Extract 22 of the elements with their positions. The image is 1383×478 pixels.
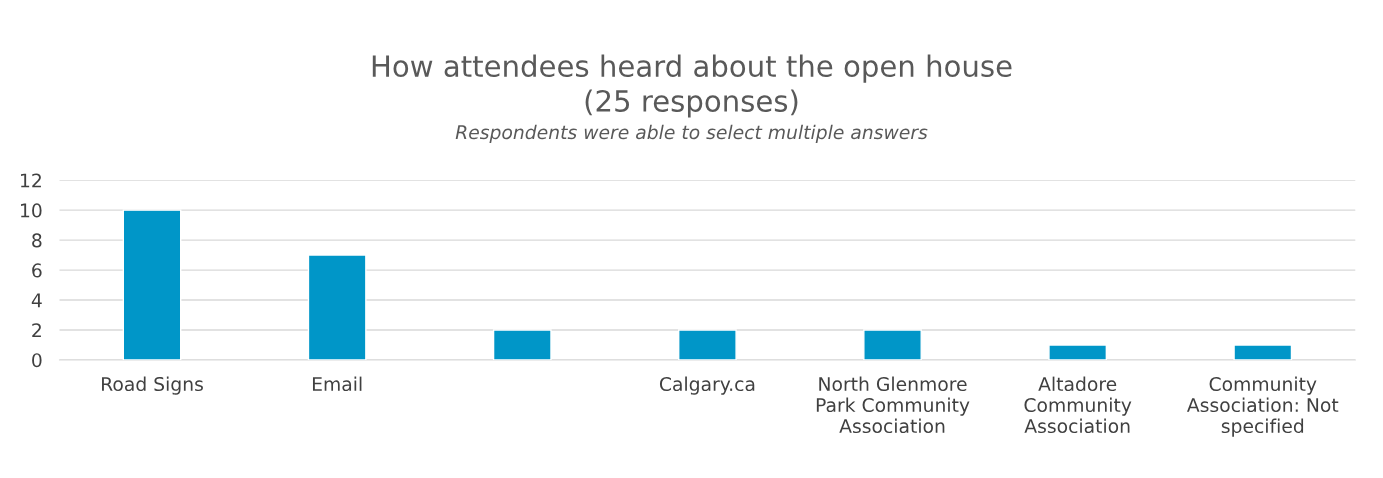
x-tick-label: Calgary.ca (659, 376, 755, 395)
bar (122, 209, 182, 360)
chart-title: How attendees heard about the open house (25 responses) (372, 54, 1012, 118)
x-tick-label: Road Signs (102, 376, 203, 395)
x-tick-label: Email (312, 376, 362, 392)
y-tick-label: 12 (21, 173, 41, 188)
bar (1233, 344, 1293, 360)
x-tick-label: Altadore Community Association (1024, 376, 1132, 434)
bar (307, 254, 367, 360)
x-tick-label: North Glenmore Park Community Association (816, 376, 970, 434)
y-tick-label: 4 (31, 293, 42, 308)
y-tick-label: 10 (21, 203, 42, 218)
y-tick-label: 6 (32, 263, 42, 278)
y-tick-label: 0 (32, 353, 42, 368)
x-tick-label: Community Association: Not specified (1186, 376, 1339, 437)
bar (863, 329, 922, 360)
y-tick-label: 2 (32, 323, 41, 338)
bar (492, 329, 552, 360)
chart-subtitle: Respondents were able to select multiple answers (455, 124, 928, 143)
bar (678, 329, 737, 360)
y-tick-label: 8 (32, 233, 42, 248)
bar (1048, 344, 1108, 360)
